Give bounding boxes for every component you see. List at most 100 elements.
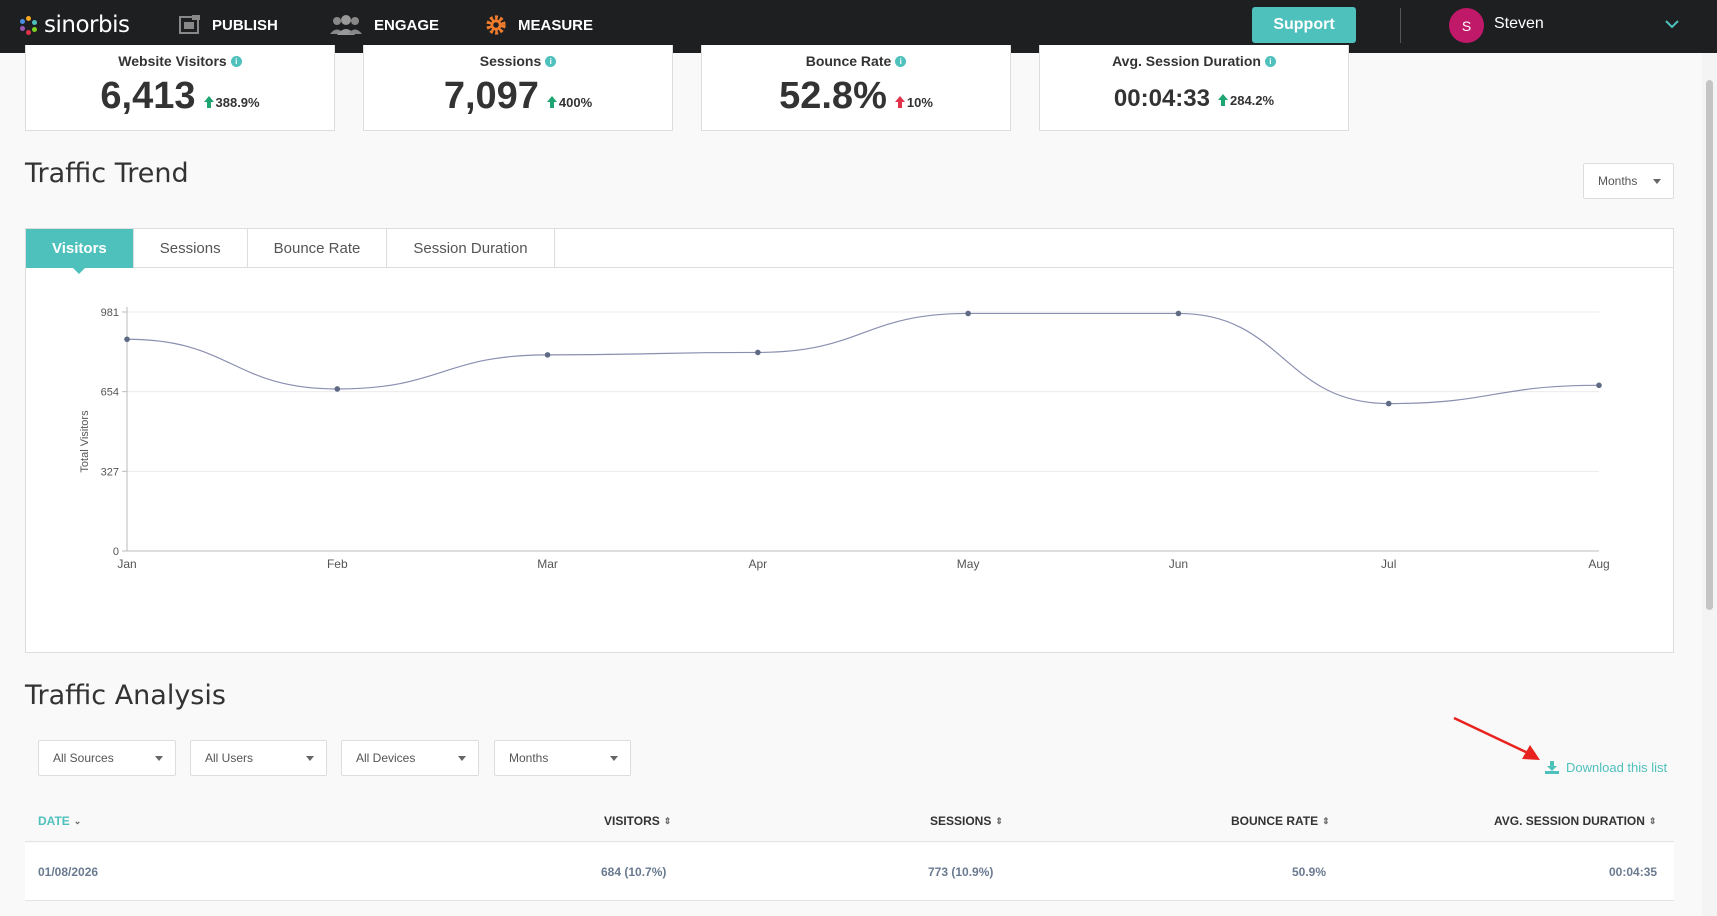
kpi-value: 52.8% [779, 75, 887, 117]
x-tick-label: Jan [117, 557, 136, 571]
sort-icon: ⇕ [1322, 815, 1330, 826]
data-point [755, 349, 761, 356]
visitors-series-line [126, 312, 1600, 405]
x-tick-label: Apr [749, 557, 768, 571]
trend-tabs: Visitors Sessions Bounce Rate Session Du… [26, 229, 1673, 274]
nav-engage-label: ENGAGE [374, 16, 440, 34]
y-tick-label: 0 [113, 546, 119, 558]
period-filter[interactable]: Months [494, 740, 631, 776]
column-avg-session-duration[interactable]: AVG. SESSION DURATION ⇕ [1494, 814, 1656, 828]
y-axis-label: Total Visitors [79, 410, 91, 473]
arrow-up-icon [546, 96, 557, 108]
column-label: VISITORS [604, 814, 660, 828]
kpi-change: 388.9% [215, 94, 260, 110]
kpi-change: 400% [558, 94, 593, 110]
nav-divider [1400, 8, 1401, 43]
kpi-label: Sessions [479, 53, 542, 69]
y-tick-label: 654 [101, 387, 119, 399]
column-date[interactable]: DATE ⌄ [38, 814, 81, 828]
logo-text: sinorbis [44, 12, 130, 38]
kpi-change: 284.2% [1229, 92, 1275, 108]
nav-publish-label: PUBLISH [212, 16, 278, 34]
column-label: BOUNCE RATE [1231, 814, 1319, 828]
cell-duration: 00:04:35 [1609, 865, 1658, 879]
table-row[interactable]: 01/08/2026 684 (10.7%) 773 (10.9%) 50.9%… [25, 843, 1674, 901]
nav-measure-label: MEASURE [518, 16, 594, 34]
column-bounce-rate[interactable]: BOUNCE RATE ⇕ [1231, 814, 1330, 828]
dropdown-value: Months [509, 751, 549, 765]
table-header: DATE ⌄ VISITORS ⇕ SESSIONS ⇕ BOUNCE RATE ⇕ A… [25, 808, 1674, 842]
data-point [544, 352, 551, 358]
traffic-trend-title: Traffic Trend [25, 158, 189, 189]
caret-down-icon [1653, 179, 1661, 184]
dropdown-value: All Sources [53, 751, 114, 765]
chevron-down-icon: ⌄ [73, 815, 82, 826]
info-icon[interactable]: i [230, 55, 242, 67]
kpi-label: Avg. Session Duration [1112, 53, 1261, 69]
kpi-change: 10% [906, 94, 933, 110]
tab-bounce-rate[interactable]: Bounce Rate [248, 229, 388, 268]
x-tick-label: Jul [1381, 557, 1396, 571]
kpi-value: 00:04:33 [1113, 85, 1210, 112]
data-point [1596, 382, 1602, 389]
caret-down-icon [610, 756, 618, 761]
publish-icon [179, 15, 200, 34]
kpi-avg-session-duration: Avg. Session Duration i 00:04:33 284.2% [1039, 45, 1349, 131]
info-icon[interactable]: i [1264, 55, 1276, 67]
sinorbis-logo[interactable]: sinorbis [20, 12, 130, 38]
column-label: AVG. SESSION DURATION [1494, 814, 1645, 828]
kpi-website-visitors: Website Visitors i 6,413 388.9% [25, 45, 335, 131]
data-point [1385, 400, 1392, 407]
x-tick-label: Aug [1588, 557, 1609, 571]
kpi-label: Bounce Rate [805, 53, 892, 69]
nav-engage[interactable]: ENGAGE [328, 14, 439, 36]
sources-filter[interactable]: All Sources [38, 740, 176, 776]
visitors-line-chart: 0 327 654 981 Total Visitors Jan Feb Mar Apr May J… [79, 307, 1610, 571]
x-tick-label: Mar [537, 557, 558, 571]
info-icon[interactable]: i [895, 55, 907, 67]
kpi-sessions: Sessions i 7,097 400% [363, 45, 673, 131]
avatar[interactable]: S [1449, 8, 1484, 43]
devices-filter[interactable]: All Devices [341, 740, 479, 776]
arrow-up-icon [1217, 94, 1228, 106]
download-label: Download this list [1566, 760, 1668, 775]
column-sessions[interactable]: SESSIONS ⇕ [930, 814, 1003, 828]
download-list-link[interactable]: Download this list [1545, 760, 1667, 775]
top-nav-bar: sinorbis PUBLISH ENGAGE MEASURE Support … [0, 0, 1717, 53]
data-point [124, 336, 130, 343]
x-tick-label: May [957, 557, 980, 571]
traffic-analysis-title: Traffic Analysis [25, 680, 226, 711]
kpi-value: 6,413 [100, 75, 196, 117]
column-visitors[interactable]: VISITORS ⇕ [604, 814, 671, 828]
caret-down-icon [458, 756, 466, 761]
sort-icon: ⇕ [995, 815, 1003, 826]
logo-mark-icon [20, 16, 38, 35]
x-tick-label: Feb [327, 557, 348, 571]
cell-date: 01/08/2026 [38, 865, 99, 879]
info-icon[interactable]: i [545, 55, 557, 67]
kpi-label: Website Visitors [118, 53, 227, 69]
sort-icon: ⇕ [663, 815, 672, 826]
nav-measure[interactable]: MEASURE [484, 14, 593, 36]
support-button[interactable]: Support [1252, 7, 1356, 43]
download-icon [1545, 761, 1559, 774]
red-annotation-arrow-icon [1453, 716, 1540, 760]
column-label: SESSIONS [930, 814, 992, 828]
trend-period-dropdown[interactable]: Months [1583, 163, 1674, 199]
cell-bounce-rate: 50.9% [1292, 865, 1327, 879]
tab-visitors[interactable]: Visitors [26, 229, 134, 274]
gear-icon [486, 15, 506, 35]
dropdown-value: All Users [205, 751, 254, 765]
tab-sessions[interactable]: Sessions [134, 229, 248, 268]
tab-session-duration[interactable]: Session Duration [387, 229, 555, 268]
column-label: DATE [38, 814, 70, 828]
users-filter[interactable]: All Users [190, 740, 327, 776]
scrollbar-thumb[interactable] [1706, 80, 1713, 610]
traffic-trend-panel: Visitors Sessions Bounce Rate Session Du… [25, 228, 1674, 653]
nav-publish[interactable]: PUBLISH [178, 14, 278, 36]
chevron-down-icon[interactable] [1664, 16, 1680, 32]
users-icon [330, 15, 362, 35]
user-name[interactable]: Steven [1494, 15, 1544, 32]
sort-icon: ⇕ [1648, 815, 1657, 826]
y-tick-label: 981 [101, 307, 119, 319]
